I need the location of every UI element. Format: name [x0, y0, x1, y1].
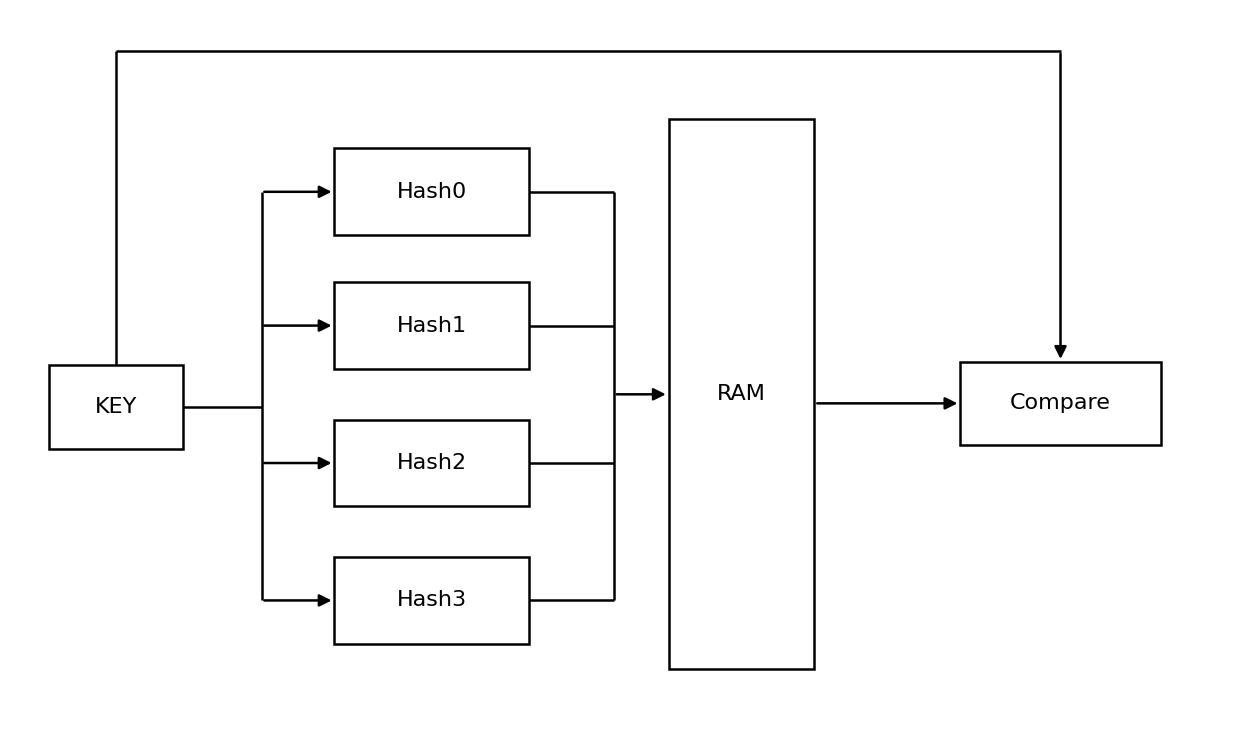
- Bar: [335, 420, 528, 506]
- Text: Hash2: Hash2: [397, 453, 466, 473]
- Text: Hash1: Hash1: [397, 316, 466, 336]
- Bar: [960, 362, 1161, 445]
- Text: KEY: KEY: [94, 397, 136, 417]
- Bar: [335, 148, 528, 235]
- Bar: [668, 120, 815, 669]
- Text: Hash0: Hash0: [397, 182, 466, 201]
- Bar: [335, 557, 528, 644]
- Text: RAM: RAM: [717, 384, 766, 404]
- Bar: [48, 365, 182, 449]
- Bar: [335, 282, 528, 369]
- Text: Compare: Compare: [1011, 393, 1111, 413]
- Text: Hash3: Hash3: [397, 590, 466, 610]
